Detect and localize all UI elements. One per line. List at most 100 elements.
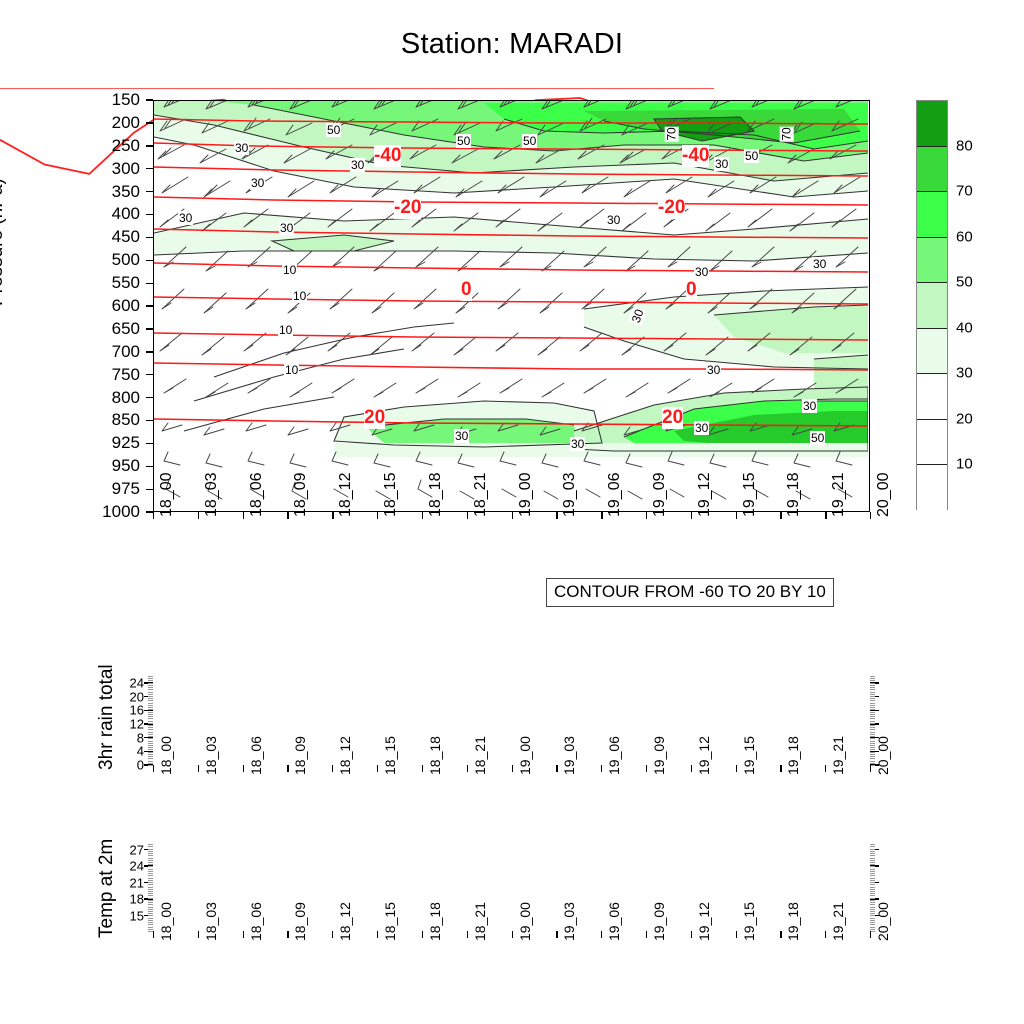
temp-tick-21: 21: [129, 875, 144, 891]
temp-minor-tick: [148, 888, 153, 890]
temp-x-tickmark: [601, 931, 603, 938]
temp-tick-18: 18: [129, 891, 144, 907]
temp-minor-tick: [870, 919, 875, 921]
rain-minor-tick: [148, 702, 153, 704]
temp-minor-tick: [870, 928, 875, 930]
time-tick-18_09: 18_09: [292, 736, 309, 775]
temp-minor-tick: [148, 850, 153, 852]
pressure-tick-750: 750: [111, 364, 140, 384]
temp-x-tickmark: [242, 931, 244, 938]
temp-minor-tick: [870, 926, 875, 928]
time-tickmark: [377, 512, 379, 519]
temp-minor-tick: [148, 928, 153, 930]
colorbar-label-30: 30: [956, 364, 973, 382]
colorbar-cell: [917, 283, 947, 329]
rain-minor-tick: [870, 696, 875, 698]
rh-contour-label: 50: [744, 149, 760, 163]
time-tick-18_18: 18_18: [426, 472, 444, 518]
temp-x-tickmark: [735, 931, 737, 938]
temp-minor-tick: [148, 902, 153, 904]
rh-contour-label: 10: [278, 323, 294, 337]
pressure-tickmark: [146, 396, 153, 399]
rh-contour-label: 30: [606, 213, 622, 227]
temp-x-tickmark: [197, 931, 199, 938]
time-tick-19_03: 19_03: [561, 902, 578, 941]
rain-minor-tick: [870, 684, 875, 686]
rain-tickmark: [144, 736, 153, 739]
temp-minor-tick: [148, 859, 153, 861]
temp-minor-tick: [148, 897, 153, 899]
temp-minor-tick: [870, 931, 875, 932]
temp-minor-tick: [148, 910, 153, 912]
rain-minor-tick: [148, 729, 153, 731]
rain-minor-tick: [870, 722, 875, 724]
isotherm-label-plus20-right: 20: [662, 407, 684, 429]
rain-x-tickmark: [601, 765, 603, 772]
temp-minor-tick: [148, 917, 153, 919]
rain-minor-tick: [148, 700, 153, 702]
isotherm-label-zero-right: 0: [686, 279, 697, 301]
time-tick-19_06: 19_06: [606, 902, 623, 941]
temp-x-tickmark: [690, 931, 692, 938]
time-tick-18_06: 18_06: [247, 736, 264, 775]
rain-minor-tick: [870, 742, 875, 744]
rain-minor-tick: [870, 680, 875, 682]
rain-tick-12: 12: [129, 716, 144, 732]
rain-minor-tick: [148, 716, 153, 718]
rain-minor-tick: [148, 687, 153, 689]
temp-minor-tick: [148, 870, 153, 872]
rh-contour-label: 30: [706, 363, 722, 377]
temp-minor-tick: [148, 855, 153, 857]
rh-contour-label: 30: [802, 399, 818, 413]
rain-minor-tick: [870, 731, 875, 733]
rain-minor-tick: [148, 765, 153, 766]
temp-minor-tick: [870, 888, 875, 890]
colorbar-label-20: 20: [956, 410, 973, 428]
rain-tick-20: 20: [129, 689, 144, 705]
rain-tickmark: [144, 750, 153, 752]
temp-x-tickmark: [825, 931, 827, 938]
temp-minor-tick: [148, 853, 153, 855]
pressure-tickmark: [146, 351, 153, 353]
time-tickmark: [645, 512, 648, 519]
rain-minor-tick: [148, 742, 153, 744]
rain-tick-8: 8: [136, 730, 144, 746]
temp-minor-tick: [870, 850, 875, 852]
rain-minor-tick: [870, 682, 875, 684]
temp-minor-tick: [870, 890, 875, 892]
rain-minor-tick: [870, 687, 875, 689]
rain-x-tickmark: [153, 765, 155, 772]
temp-minor-tick: [148, 866, 153, 868]
rain-x-tickmark: [645, 765, 648, 772]
time-tick-18_12: 18_12: [337, 472, 355, 518]
temp-minor-tick: [870, 908, 875, 910]
temp-minor-tick: [148, 931, 153, 932]
temp-minor-tick: [870, 922, 875, 924]
pressure-tickmark: [146, 328, 153, 330]
rain-minor-tick: [870, 736, 875, 738]
isotherm-label-plus20-left: 20: [364, 407, 386, 429]
rain-minor-tick: [148, 756, 153, 758]
rh-contour-label: 10: [292, 289, 308, 303]
time-tick-18_00: 18_00: [158, 472, 175, 518]
rain-panel: [0, 0, 717, 92]
pressure-tickmark: [146, 259, 153, 261]
time-tick-19_21: 19_21: [830, 472, 848, 518]
time-tick-19_06: 19_06: [606, 736, 623, 775]
pressure-tick-950: 950: [111, 456, 140, 476]
temp-x-tickmark: [153, 931, 155, 938]
temp-minor-tick: [870, 855, 875, 857]
temp-minor-tick: [870, 924, 875, 926]
temp-tick-15: 15: [129, 908, 144, 924]
rain-tickmark: [870, 736, 879, 739]
rain-minor-tick: [148, 704, 153, 706]
rain-tickmark: [144, 764, 153, 766]
pressure-tick-925: 925: [111, 433, 140, 453]
rain-minor-tick: [870, 756, 875, 758]
temp-minor-tick: [870, 915, 875, 917]
time-tickmark: [332, 512, 334, 519]
time-tick-18_12: 18_12: [337, 902, 354, 941]
rain-x-tickmark: [511, 765, 513, 772]
rain-x-tickmark: [556, 765, 558, 772]
time-tick-18_09: 18_09: [292, 902, 309, 941]
